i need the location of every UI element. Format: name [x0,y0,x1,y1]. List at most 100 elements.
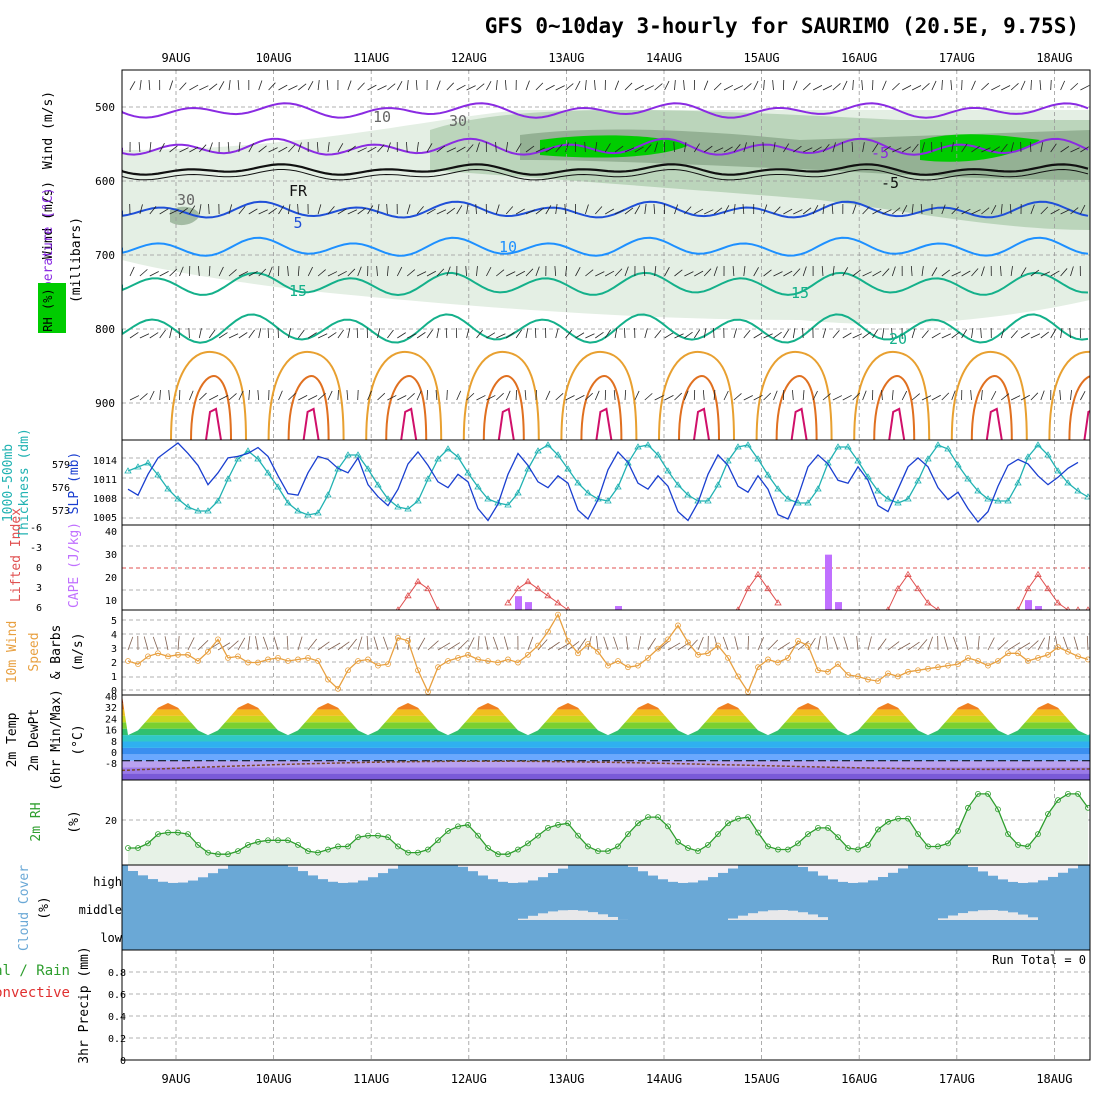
thickness-point [934,441,942,448]
wind-barb [415,80,418,91]
wind-barb [386,203,388,215]
wind-barb [466,85,476,91]
thickness-tick: 576 [52,483,70,494]
lifted-point [774,599,782,606]
lifted-point [904,570,912,577]
contour-35-lobe [693,407,710,440]
wind-barb [594,390,600,401]
temp2m-ylabel-b: 2m DewPt [27,709,42,772]
wind-barb [227,142,230,153]
thickness-point [1064,479,1072,486]
wind-barb [377,144,385,153]
wind-barb [159,389,161,401]
day-label-top: 15AUG [744,51,780,65]
precip-tick: 0.8 [108,968,126,979]
wind-barb [584,141,586,153]
wind-barb [486,80,492,91]
thickness-point [1054,467,1062,474]
day-label-top: 14AUG [646,51,682,65]
thickness-point [724,457,732,464]
contour-30-lobe [1068,375,1090,440]
wind-barb [1059,390,1061,401]
cloud-high-gap [498,865,508,882]
lifted-point [914,584,922,592]
wind10-point [1045,651,1051,658]
cloud-mid-gap [1008,912,1018,920]
wind10-barb [427,640,439,651]
wind-barb [1009,204,1012,215]
cloud-high-gap [478,865,488,876]
wind-barb [317,333,328,339]
slp-tick: 1011 [93,475,117,486]
rh2m-point [585,843,591,850]
wind-barb [297,266,300,277]
wind-barb [179,207,188,215]
rh2m-point [705,842,711,848]
wind-barb [228,333,239,339]
wind-barb [941,79,943,91]
contour-neg-10 [122,102,1089,119]
wind-barb [1001,85,1011,91]
thickness-point [564,465,572,472]
wind-barb [862,390,867,401]
wind-barb [218,266,224,277]
wind10-barb [357,636,363,651]
wind-barb [446,82,455,91]
wind10-barb [625,636,629,651]
rh-legend-swatch [38,283,66,333]
wind-barb [990,390,997,401]
wind-barb [981,82,989,91]
wind10-barb [527,636,534,651]
cape-tick: 30 [105,550,117,561]
cloud-high-gap [628,865,638,867]
wind10-point [675,622,681,629]
wind-barb [941,204,946,215]
wind-barb [901,390,908,401]
contour-label: -5 [871,144,889,162]
contour-label: 20 [889,330,907,348]
wind-barb [367,146,377,153]
wind10-barb [577,638,587,651]
wind10-barb [647,638,656,651]
wind-barb [605,208,615,215]
wind-barb [1060,80,1066,91]
wind-barb [585,204,589,215]
wind-barb [881,390,883,401]
cloud-high-gap [998,865,1008,880]
wind-barb [138,142,141,153]
dewpoint-line [122,760,1090,772]
wind-barb [684,142,687,153]
wind-barb [773,390,778,401]
wind-barb [822,204,825,215]
wind-barb [743,330,751,339]
wind10-point [1025,658,1031,664]
cloud-high-gap [878,865,888,878]
wind10-barb [273,636,279,651]
rh2m-point [1045,811,1051,817]
wind10-point [995,658,1001,664]
wind-barb [1080,85,1090,91]
rh2m-point [725,820,731,827]
cloud-high-gap [368,865,378,878]
wind-barb [199,144,207,153]
contour-25-lobe [462,350,540,440]
wind-barb [812,390,818,401]
wind-barb [702,390,705,401]
wind-barb [426,270,436,277]
wind-barb [1010,395,1021,401]
contour-label: 5 [293,214,302,232]
wind-barb [515,389,518,401]
cape-bar [515,596,522,610]
wind-barb [515,329,523,339]
wind-barb [267,327,269,339]
lifted-tick: 3 [36,583,42,594]
temp2m-tick: 0 [111,748,117,759]
wind-barb [614,209,625,215]
temp2m-tick: -8 [105,759,117,770]
wind-barb [911,328,916,339]
wind10-barb [373,636,379,651]
wind-barb [783,270,793,277]
wind-barb [1020,80,1026,91]
contour-15 [122,271,1089,297]
thickness-point [264,469,272,476]
